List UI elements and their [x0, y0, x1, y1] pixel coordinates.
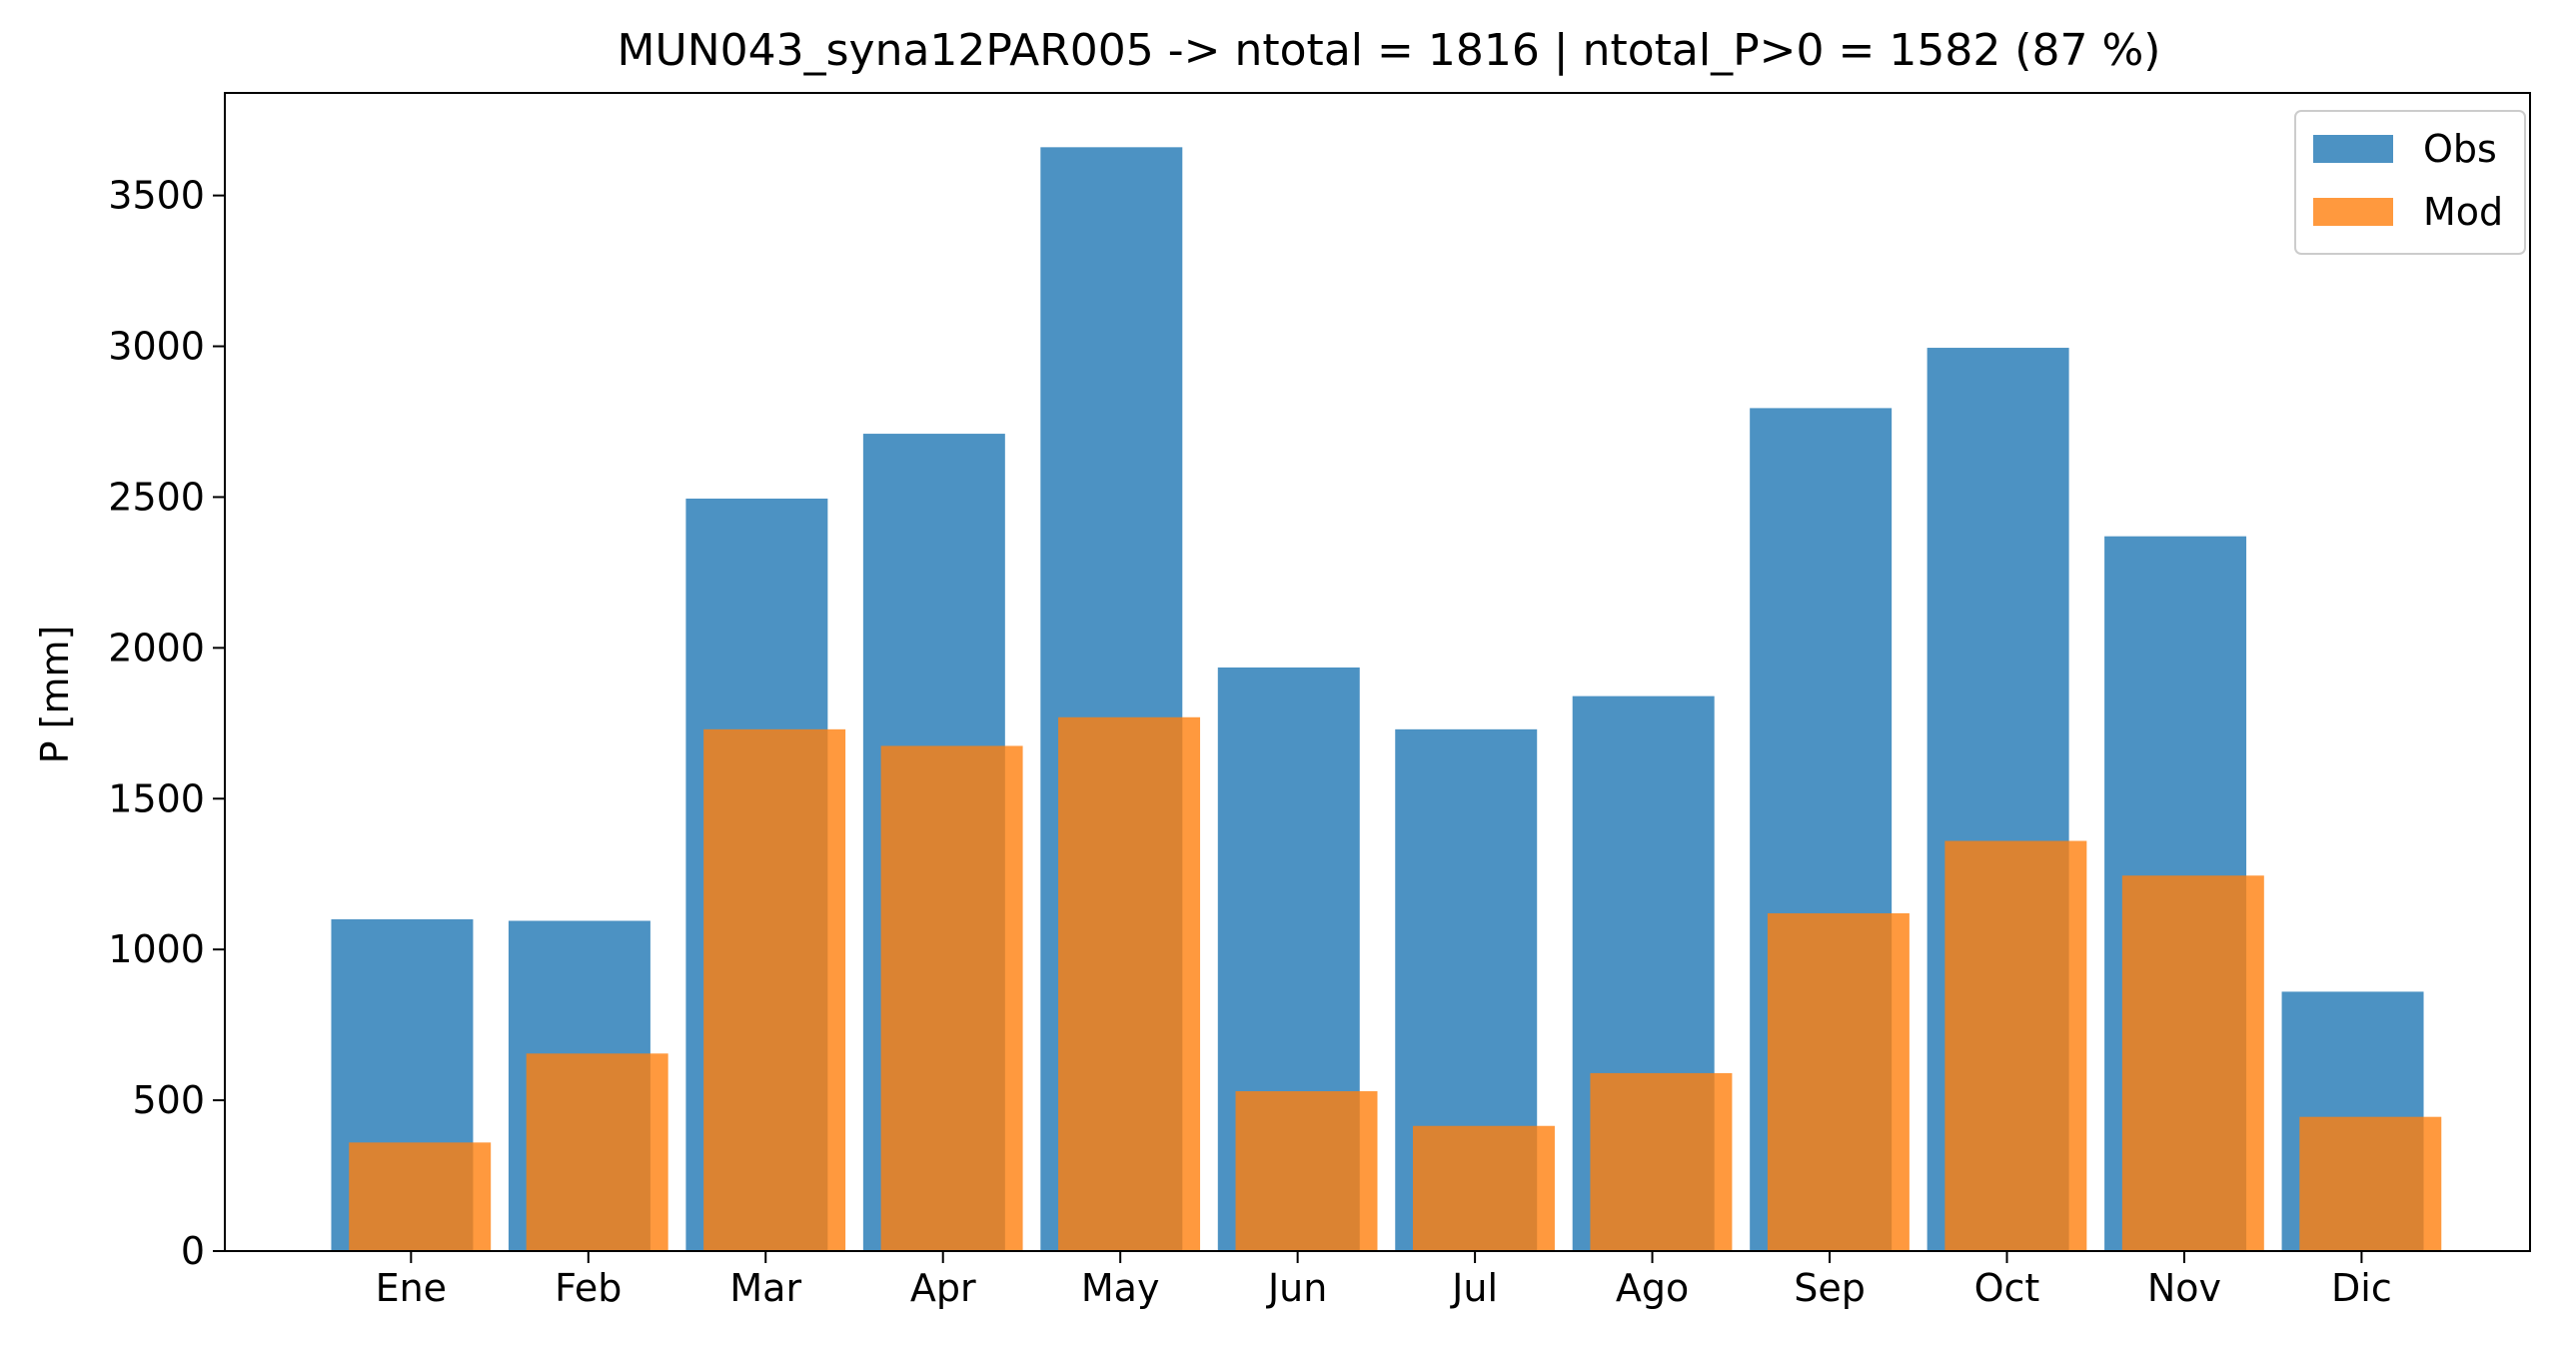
- bar-mod-ene: [349, 1142, 492, 1251]
- x-tick-label-may: May: [1081, 1266, 1160, 1310]
- axes-layer: 0 500 1000 1500 2000 2500 3000 3500 Ene Feb Mar Apr…: [108, 92, 2531, 1310]
- y-tick-label: 1500: [108, 776, 205, 820]
- bar-mod-mar: [703, 728, 846, 1251]
- x-tick-label-mar: Mar: [729, 1266, 801, 1310]
- x-tick-label-ene: Ene: [376, 1266, 447, 1310]
- y-tick-label: 1000: [108, 927, 205, 971]
- plot-frame: [224, 92, 2531, 1252]
- x-tick-label-ago: Ago: [1616, 1266, 1689, 1310]
- bar-mod-dic: [2299, 1116, 2442, 1251]
- y-tick-label: 3500: [108, 174, 205, 218]
- x-tick-label-feb: Feb: [555, 1266, 622, 1310]
- x-tick-label-jul: Jul: [1450, 1266, 1498, 1310]
- y-tick-label: 0: [181, 1229, 205, 1273]
- legend-label-obs: Obs: [2423, 127, 2497, 171]
- legend-swatch-mod: [2313, 198, 2393, 226]
- y-axis-label: P [mm]: [33, 626, 77, 764]
- x-tick-label-dic: Dic: [2331, 1266, 2392, 1310]
- legend: Obs Mod: [2294, 110, 2526, 255]
- bar-mod-may: [1058, 716, 1201, 1251]
- legend-swatch-obs: [2313, 135, 2393, 163]
- x-tick-label-nov: Nov: [2147, 1266, 2221, 1310]
- y-tick-label: 2000: [108, 626, 205, 670]
- bar-mod-ago: [1590, 1072, 1733, 1251]
- bars-layer: [331, 147, 2442, 1252]
- chart-title: MUN043_syna12PAR005 -> ntotal = 1816 | n…: [618, 25, 2161, 76]
- bar-mod-oct: [1944, 840, 2087, 1251]
- x-tick-label-sep: Sep: [1794, 1266, 1866, 1310]
- y-tick-label: 3000: [108, 325, 205, 369]
- y-tick-label: 500: [132, 1078, 205, 1122]
- bar-mod-feb: [526, 1053, 668, 1251]
- bar-mod-apr: [880, 745, 1023, 1251]
- x-tick-label-apr: Apr: [910, 1266, 976, 1310]
- bar-mod-jun: [1235, 1091, 1378, 1251]
- x-tick-label-oct: Oct: [1974, 1266, 2040, 1310]
- bar-mod-nov: [2121, 875, 2264, 1251]
- x-tick-label-jun: Jun: [1266, 1266, 1327, 1310]
- bar-mod-sep: [1767, 912, 1910, 1251]
- bar-mod-jul: [1412, 1125, 1555, 1251]
- y-tick-label: 2500: [108, 475, 205, 519]
- legend-label-mod: Mod: [2423, 190, 2503, 234]
